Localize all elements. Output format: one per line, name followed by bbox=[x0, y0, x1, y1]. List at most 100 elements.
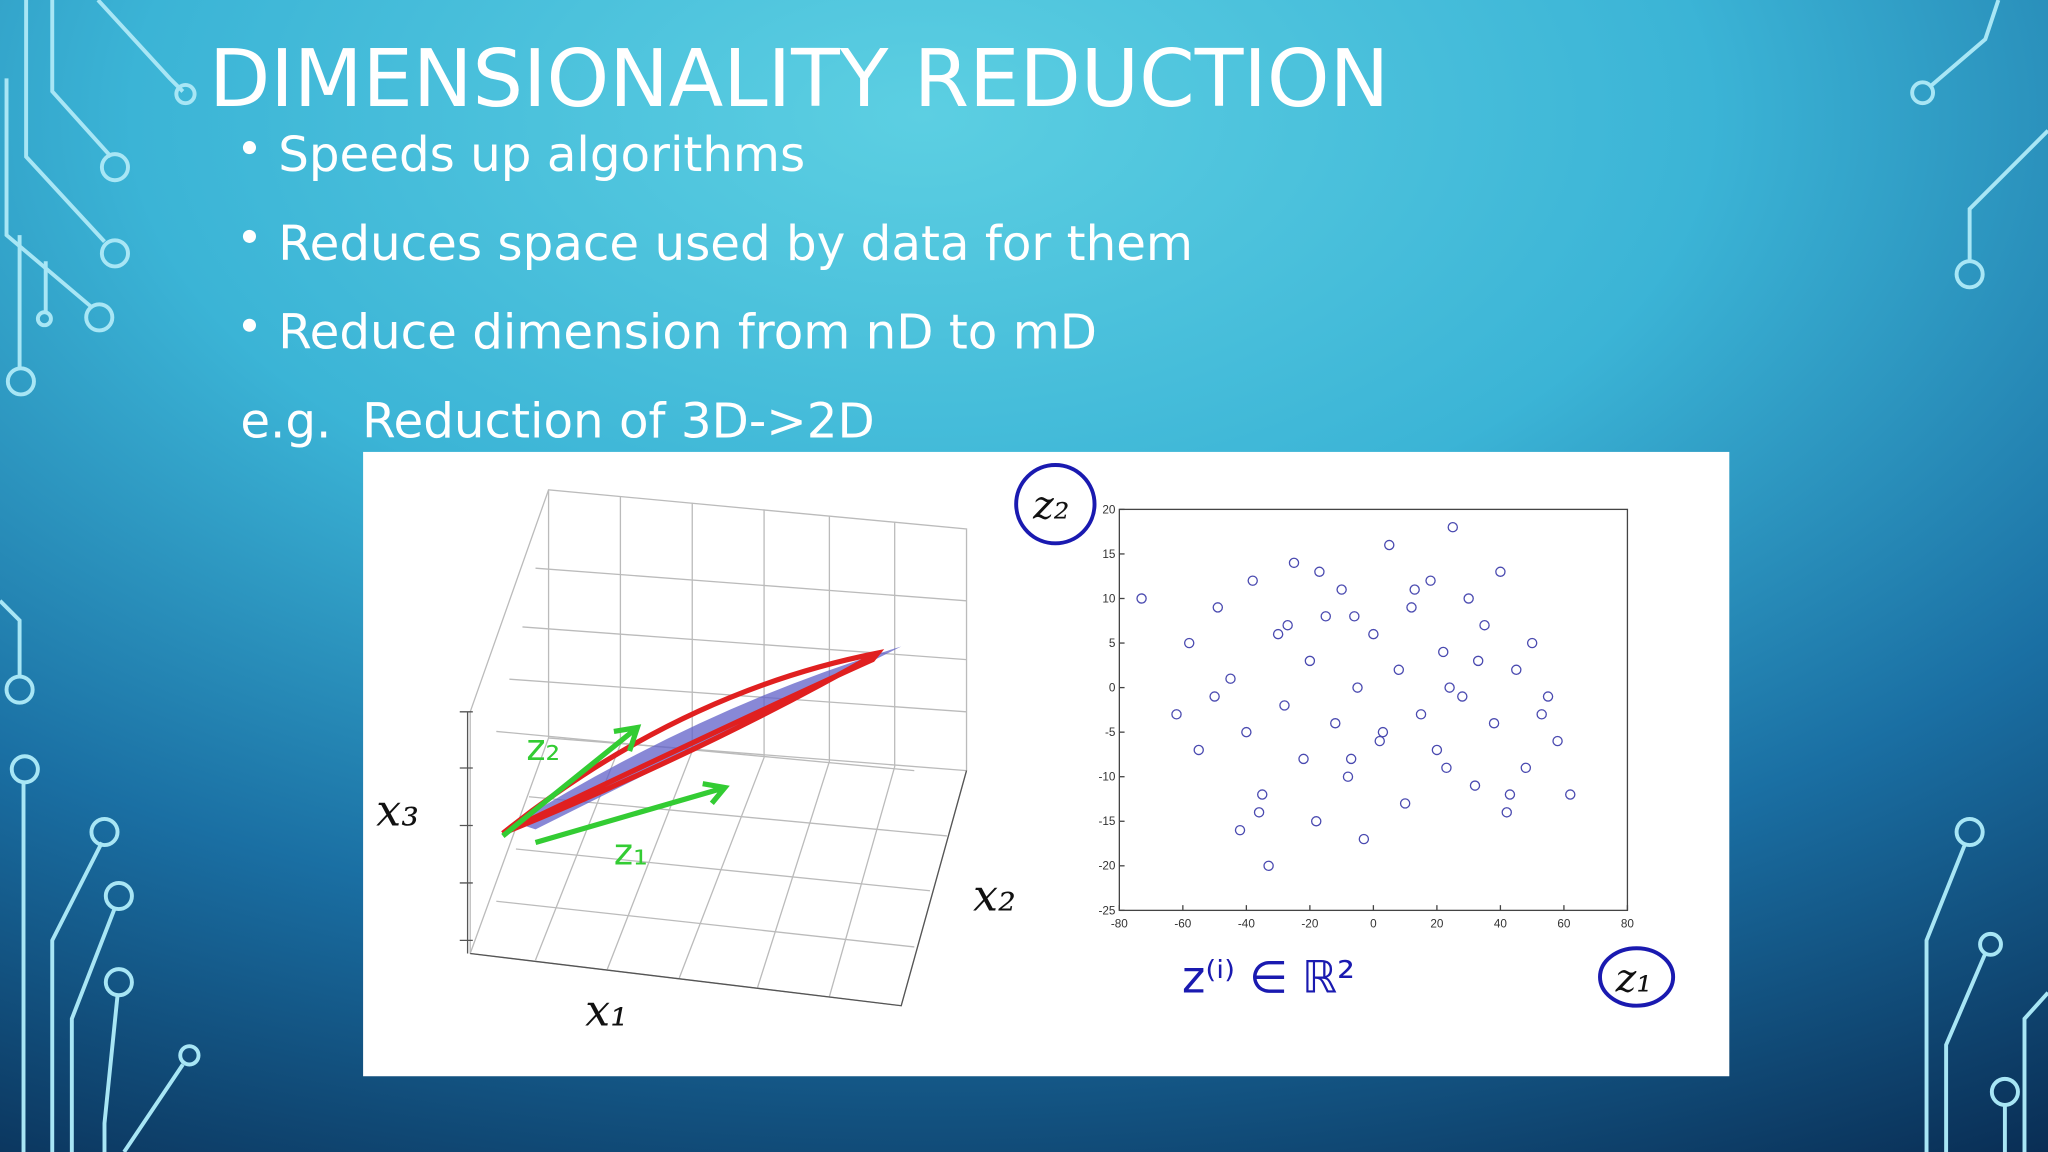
scatter-point bbox=[1399, 798, 1411, 809]
scatter-point bbox=[1406, 602, 1417, 613]
scatter-point bbox=[1501, 807, 1512, 818]
y-tick-label: -10 bbox=[1098, 771, 1115, 784]
scatter-point bbox=[1479, 620, 1490, 631]
axis-label-x1: x₁ bbox=[585, 985, 628, 1036]
scatter-point bbox=[1330, 718, 1341, 729]
bullet-text: Speeds up algorithms bbox=[278, 127, 805, 183]
scatter-point bbox=[1282, 620, 1293, 631]
scatter-point bbox=[1212, 602, 1224, 613]
x-tick-label: 40 bbox=[1494, 917, 1508, 930]
scatter-point bbox=[1542, 691, 1554, 702]
scatter-point bbox=[1272, 628, 1284, 640]
x-tick-label: 20 bbox=[1430, 917, 1444, 930]
scatter-point bbox=[1441, 762, 1452, 774]
bullet-dot bbox=[242, 141, 256, 155]
scatter-point bbox=[1374, 735, 1385, 747]
slide-title: DIMENSIONALITY REDUCTION bbox=[209, 32, 1389, 125]
scatter-point bbox=[1320, 611, 1331, 622]
scatter-point bbox=[1253, 807, 1265, 818]
x-tick-label: -60 bbox=[1174, 917, 1191, 930]
scatter-point bbox=[1565, 789, 1576, 800]
scatter-point bbox=[1536, 709, 1547, 720]
scatter-point bbox=[1336, 584, 1347, 595]
y-tick-label: 5 bbox=[1109, 637, 1116, 650]
scatter-point bbox=[1447, 521, 1458, 533]
scatter-point bbox=[1241, 726, 1252, 738]
axis-label-z2: z₂ bbox=[1032, 484, 1069, 529]
scatter-point bbox=[1263, 860, 1274, 872]
x-tick-label: 0 bbox=[1370, 917, 1377, 930]
y-tick-label: 10 bbox=[1102, 592, 1116, 605]
scatter-point bbox=[1342, 771, 1354, 782]
bullet-dot bbox=[242, 318, 256, 332]
scatter-point bbox=[1304, 655, 1316, 667]
axis-label-x2: x₂ bbox=[973, 870, 1016, 921]
scatter-point bbox=[1193, 744, 1204, 756]
scatter-point bbox=[1495, 566, 1506, 577]
scatter-point bbox=[1469, 780, 1481, 791]
scatter-point bbox=[1504, 789, 1516, 800]
x-tick-label: -20 bbox=[1301, 917, 1318, 930]
x-tick-label: 80 bbox=[1621, 917, 1635, 930]
bullet-text: Reduces space used by data for them bbox=[278, 216, 1193, 272]
y-tick-label: 0 bbox=[1109, 682, 1116, 695]
scatter-point bbox=[1526, 637, 1538, 649]
scatter-point bbox=[1225, 673, 1236, 684]
axis-label-z1: z₁ bbox=[1615, 956, 1652, 1001]
scatter-point bbox=[1279, 700, 1290, 711]
scatter-point bbox=[1488, 718, 1500, 729]
scatter-point bbox=[1257, 789, 1268, 800]
scatter-point bbox=[1247, 575, 1258, 586]
scatter-point bbox=[1472, 655, 1484, 667]
scatter-point bbox=[1444, 682, 1455, 693]
scatter-point bbox=[1384, 539, 1395, 551]
scatter-point bbox=[1438, 646, 1449, 658]
x-tick-label: -80 bbox=[1111, 917, 1128, 930]
x-tick-label: -40 bbox=[1238, 917, 1255, 930]
scatter-point bbox=[1463, 593, 1474, 604]
y-tick-label: -5 bbox=[1105, 726, 1116, 739]
handwritten-z2: z₂ bbox=[526, 726, 560, 769]
scatter-point bbox=[1352, 682, 1363, 693]
scatter-point bbox=[1511, 664, 1522, 676]
handwritten-note: z⁽ⁱ⁾ ∈ ℝ² bbox=[1182, 953, 1355, 1004]
example-text: e.g. Reduction of 3D->2D bbox=[240, 394, 874, 450]
scatter-point bbox=[1288, 557, 1300, 569]
scatter-point bbox=[1136, 593, 1147, 604]
scatter-point bbox=[1409, 584, 1420, 595]
scatter-point bbox=[1415, 709, 1427, 720]
scatter-plot: -80 -60 -40 -20 0 20 40 60 80 20 15 10 5 0 -5 -10 -15 -20… bbox=[1098, 503, 1634, 930]
x-tick-label: 60 bbox=[1557, 917, 1571, 930]
scatter-point bbox=[1311, 816, 1322, 827]
handwritten-z1: z₁ bbox=[614, 831, 648, 874]
y-tick-label: -20 bbox=[1098, 860, 1115, 873]
bullet-dot bbox=[242, 229, 256, 243]
scatter-point bbox=[1393, 664, 1405, 676]
scatter-point bbox=[1171, 709, 1182, 720]
scatter-point bbox=[1298, 753, 1309, 765]
scatter-point bbox=[1520, 762, 1532, 774]
scatter-point bbox=[1425, 575, 1436, 586]
scatter-point bbox=[1183, 637, 1195, 649]
y-tick-label: -25 bbox=[1098, 904, 1115, 917]
scatter-point bbox=[1209, 691, 1220, 702]
scatter-point bbox=[1457, 691, 1468, 702]
y-tick-label: -15 bbox=[1098, 815, 1115, 828]
scatter-point bbox=[1431, 744, 1443, 756]
y-tick-label: 15 bbox=[1102, 548, 1116, 561]
scatter-point bbox=[1345, 753, 1357, 765]
scatter-point bbox=[1552, 735, 1563, 747]
scatter-point bbox=[1314, 566, 1325, 577]
scatter-point bbox=[1358, 833, 1370, 845]
plot-3d-annotation bbox=[501, 463, 1676, 1008]
scatter-point bbox=[1234, 824, 1246, 836]
bullet-text: Reduce dimension from nD to mD bbox=[278, 305, 1097, 361]
scatter-point bbox=[1368, 628, 1379, 640]
scatter-point bbox=[1377, 726, 1389, 738]
axis-label-x3: x₃ bbox=[376, 785, 419, 836]
bullet-list: Speeds up algorithms Reduces space used b… bbox=[242, 127, 1193, 361]
y-tick-label: 20 bbox=[1102, 503, 1116, 516]
